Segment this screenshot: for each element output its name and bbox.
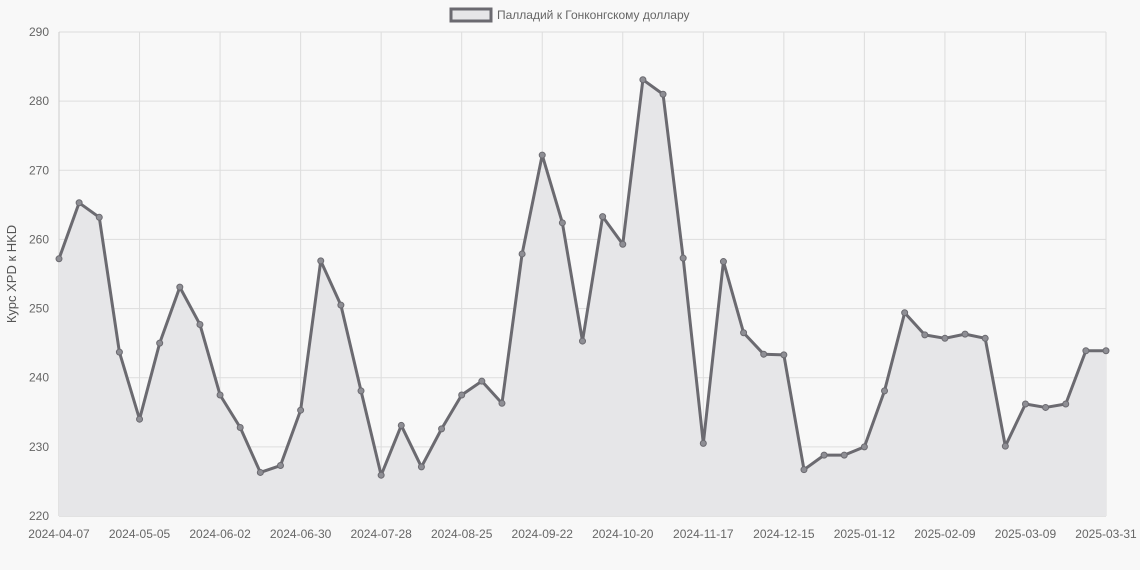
x-tick-label: 2024-07-28 [350,527,412,541]
data-point[interactable] [115,348,123,356]
x-tick-label: 2024-12-15 [753,527,815,541]
data-point[interactable] [901,309,909,317]
data-point[interactable] [176,283,184,291]
x-tick-label: 2024-05-05 [109,527,171,541]
x-tick-label: 2024-06-02 [189,527,251,541]
data-point[interactable] [458,391,466,399]
data-point[interactable] [196,320,204,328]
y-axis-title: Курс XPD к HKD [4,225,19,323]
data-point[interactable] [639,76,647,84]
data-point[interactable] [981,334,989,342]
x-tick-label: 2024-09-22 [512,527,574,541]
legend-swatch[interactable] [449,7,493,23]
data-point[interactable] [75,199,83,207]
data-point[interactable] [740,329,748,337]
data-point[interactable] [95,213,103,221]
x-tick-label: 2025-02-09 [914,527,976,541]
data-point[interactable] [599,213,607,221]
data-point[interactable] [417,463,425,471]
data-point[interactable] [840,451,848,459]
x-tick-label: 2025-03-09 [995,527,1057,541]
data-point[interactable] [297,406,305,414]
data-point[interactable] [357,387,365,395]
data-point[interactable] [1062,400,1070,408]
y-tick-label: 260 [29,232,49,246]
x-axis-ticks: 2024-04-07 2024-05-05 2024-06-02 2024-06-30… [28,527,1137,541]
data-point[interactable] [800,466,808,474]
data-point[interactable] [881,387,889,395]
y-tick-label: 280 [29,94,49,108]
x-tick-label: 2024-08-25 [431,527,493,541]
data-point[interactable] [478,377,486,385]
data-point[interactable] [236,424,244,431]
x-tick-label: 2024-06-30 [270,527,332,541]
data-point[interactable] [136,415,144,423]
data-point[interactable] [317,257,325,265]
data-point[interactable] [679,254,687,262]
series-area [59,79,1106,517]
y-tick-label: 290 [29,25,49,39]
data-points-layer [55,76,1110,479]
data-point[interactable] [1001,442,1009,450]
data-point[interactable] [498,399,506,407]
data-point[interactable] [860,443,868,451]
data-point[interactable] [216,391,224,399]
legend[interactable]: Палладий к Гонконгскому доллару [449,7,690,23]
y-tick-label: 240 [29,371,49,385]
data-point[interactable] [659,90,667,98]
data-point[interactable] [397,421,405,429]
data-point[interactable] [518,250,526,258]
data-point[interactable] [619,240,627,248]
data-point[interactable] [276,462,284,470]
data-point[interactable] [719,258,727,266]
legend-label[interactable]: Палладий к Гонконгскому доллару [497,8,690,22]
data-point[interactable] [438,425,446,433]
data-point[interactable] [1082,347,1090,355]
data-point[interactable] [699,439,707,447]
data-point[interactable] [820,451,828,459]
y-axis-ticks: 220 230 240 250 260 270 280 290 [29,25,49,523]
y-tick-label: 270 [29,163,49,177]
data-point[interactable] [1021,400,1029,408]
data-point[interactable] [256,468,264,476]
data-point[interactable] [538,151,546,159]
x-tick-label: 2024-11-17 [673,527,734,541]
data-point[interactable] [760,350,768,358]
area-fill-layer [59,79,1106,517]
x-tick-label: 2024-10-20 [592,527,654,541]
data-point[interactable] [55,255,63,263]
y-tick-label: 250 [29,302,49,316]
data-point[interactable] [921,331,929,339]
data-point[interactable] [337,301,345,309]
data-point[interactable] [558,219,566,227]
data-point[interactable] [961,330,969,338]
data-point[interactable] [156,339,164,347]
data-point[interactable] [1042,403,1050,411]
data-point[interactable] [941,334,949,342]
data-point[interactable] [579,337,586,345]
data-point[interactable] [780,351,788,359]
x-tick-label: 2025-03-31 [1075,527,1137,541]
x-tick-label: 2024-04-07 [28,527,90,541]
data-point[interactable] [1102,347,1110,355]
data-point[interactable] [377,471,385,479]
y-tick-label: 230 [29,440,49,454]
x-tick-label: 2025-01-12 [834,527,896,541]
y-tick-label: 220 [29,509,49,523]
